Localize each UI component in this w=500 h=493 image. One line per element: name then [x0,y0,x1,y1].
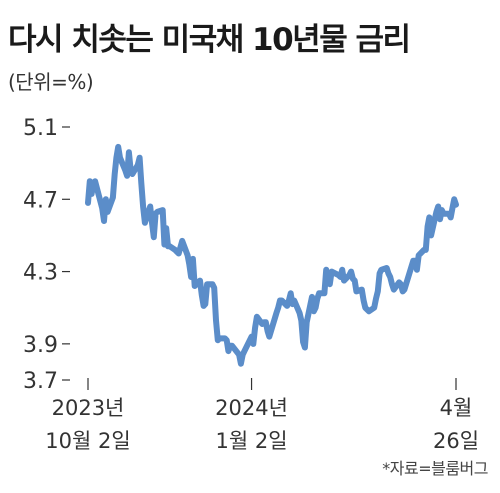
x-tick-label-line2: 26일 [433,429,479,453]
y-tick-label: 4.7 [23,188,58,213]
series-layer [85,143,459,367]
x-tick-label-line2: 10월 2일 [45,429,130,453]
yield-line [85,143,459,367]
chart-title: 다시 치솟는 미국채 10년물 금리 [8,22,411,58]
y-tick-label: 3.9 [23,333,58,358]
y-tick-label: 4.3 [23,261,58,286]
x-tick-label-line1: 2024년 [215,396,288,420]
y-axis: 5.1 4.7 4.3 3.9 3.7 [23,116,70,394]
source-note: *자료=블룸버그 [382,459,488,478]
x-tick-label-line2: 1월 2일 [216,429,288,453]
y-tick-label: 3.7 [23,369,58,394]
x-tick-label-line1: 2023년 [52,396,125,420]
y-tick-label: 5.1 [23,116,58,141]
x-tick-label-line1: 4월 [440,396,473,420]
unit-label: (단위=%) [8,70,94,94]
x-axis: 2023년 10월 2일 2024년 1월 2일 4월 26일 [45,378,479,453]
